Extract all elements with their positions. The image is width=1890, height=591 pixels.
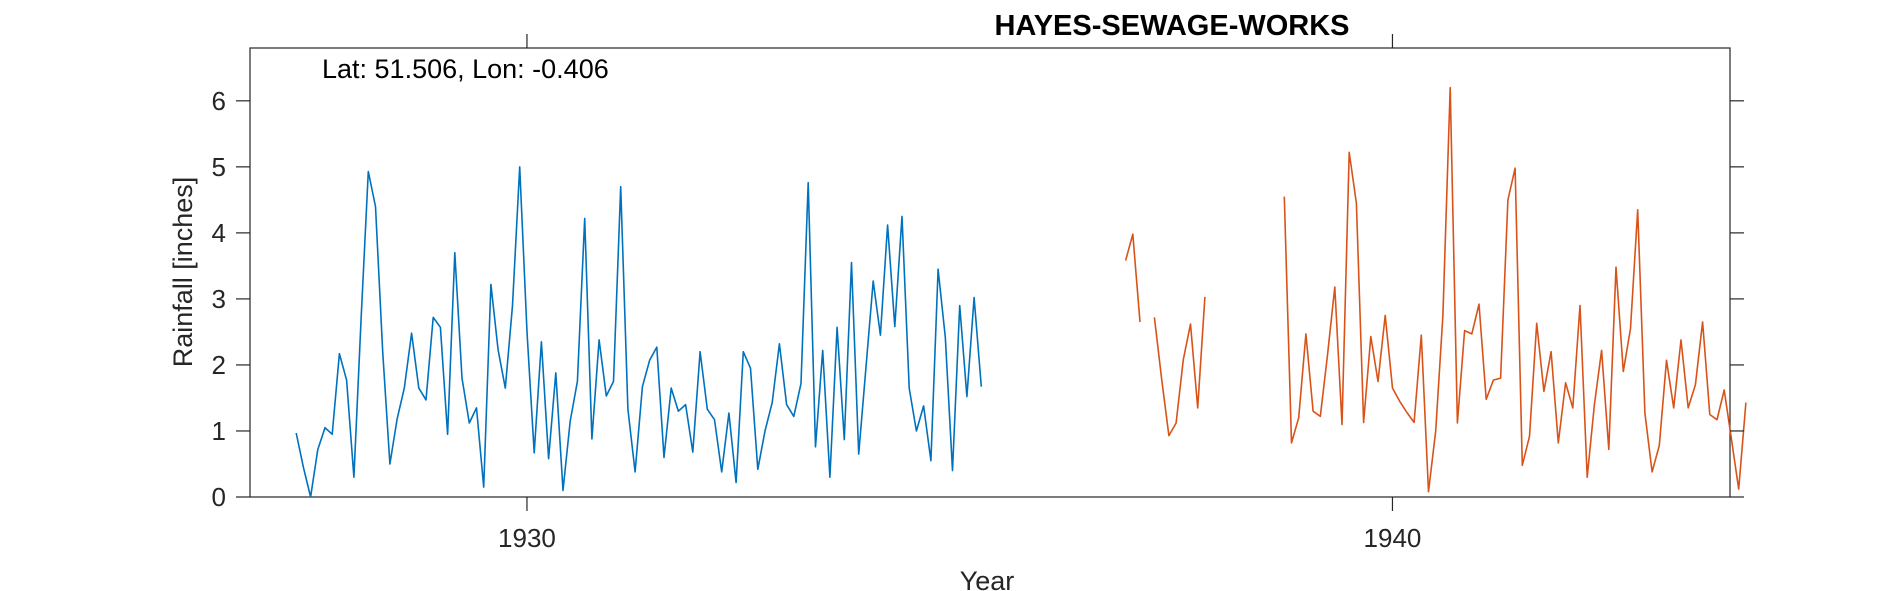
y-tick-label: 5	[212, 152, 226, 182]
y-tick-label: 1	[212, 416, 226, 446]
ticks-layer: 0 1 2 3 4 5 6 1930 1940	[212, 34, 1744, 553]
y-tick-label: 4	[212, 218, 226, 248]
series-2-line-2	[1153, 296, 1206, 437]
plot-area: 0 1 2 3 4 5 6 1930 1940	[212, 34, 1747, 553]
axes-box	[249, 47, 1731, 498]
station-coordinates: Lat: 51.506, Lon: -0.406	[322, 54, 609, 84]
y-axis-label: Rainfall [inches]	[168, 177, 198, 368]
x-axis-label: Year	[960, 566, 1015, 591]
y-tick-label: 2	[212, 350, 226, 380]
x-tick-label: 1940	[1364, 523, 1422, 553]
y-tick-label: 6	[212, 86, 226, 116]
x-tick-label: 1930	[498, 523, 556, 553]
y-tick-label: 0	[212, 482, 226, 512]
series-2-line-3	[1283, 86, 1747, 493]
chart-title: HAYES-SEWAGE-WORKS	[994, 10, 1349, 42]
series-1-line-1	[295, 166, 983, 498]
series-layer	[295, 86, 1747, 498]
series-2-line-1	[1124, 233, 1141, 323]
y-tick-label: 3	[212, 284, 226, 314]
